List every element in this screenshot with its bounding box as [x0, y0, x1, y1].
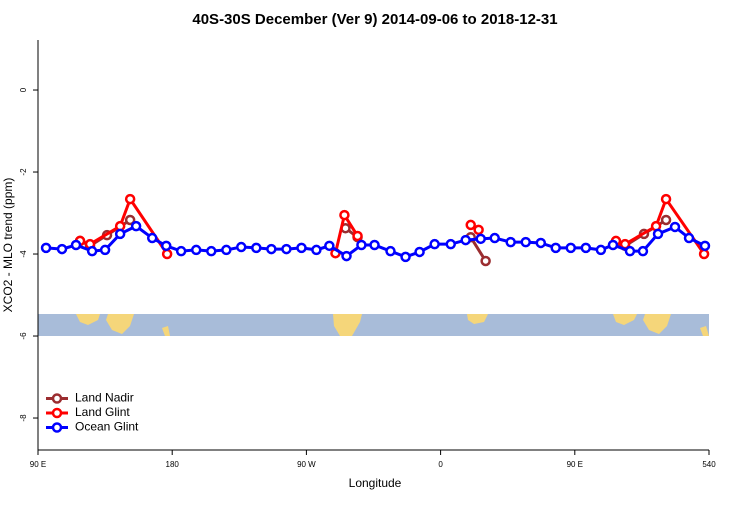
legend-label: Ocean Glint: [75, 420, 139, 434]
point: [669, 221, 681, 233]
legend-label: Land Nadir: [75, 391, 134, 405]
map-strip: [38, 314, 709, 336]
y-tick-label: -6: [19, 332, 28, 340]
point: [520, 236, 531, 248]
point: [86, 245, 98, 257]
point: [296, 242, 307, 254]
legend-swatch: [51, 422, 63, 433]
point: [190, 244, 202, 256]
point: [637, 245, 649, 257]
point: [699, 240, 711, 252]
point: [311, 244, 322, 256]
y-tick-label: -4: [19, 250, 28, 258]
point: [175, 245, 187, 257]
point: [385, 245, 396, 257]
point: [652, 228, 664, 240]
point: [352, 230, 363, 242]
point: [130, 220, 142, 232]
point: [124, 214, 136, 226]
point: [660, 214, 672, 226]
point: [251, 242, 262, 254]
point: [356, 239, 367, 251]
point: [683, 232, 695, 244]
point: [607, 239, 619, 251]
point: [99, 244, 111, 256]
x-axis-label: Longitude: [349, 476, 402, 490]
x-tick-label: 0: [438, 460, 443, 469]
point: [580, 242, 592, 254]
x-tick-label: 90 E: [567, 460, 583, 469]
point: [475, 233, 486, 245]
point: [146, 232, 158, 244]
point: [480, 255, 491, 267]
point: [281, 243, 292, 255]
point: [160, 240, 172, 252]
x-tick-label: 90 E: [30, 460, 46, 469]
point: [114, 228, 126, 240]
legend-swatch: [51, 407, 63, 419]
point: [235, 241, 247, 253]
point: [698, 248, 710, 260]
chart-title: 40S-30S December (Ver 9) 2014-09-06 to 2…: [192, 11, 557, 28]
point: [70, 239, 82, 251]
point: [161, 248, 173, 260]
point: [624, 245, 636, 257]
point: [206, 245, 217, 257]
point: [266, 243, 277, 255]
point: [489, 232, 500, 244]
legend-swatch: [51, 393, 63, 404]
point: [595, 244, 607, 256]
point: [473, 224, 484, 236]
point: [40, 242, 52, 254]
point: [535, 237, 547, 249]
y-tick-label: -2: [19, 168, 28, 176]
point: [460, 234, 471, 246]
point: [660, 193, 672, 205]
x-tick-label: 180: [166, 460, 180, 469]
point: [465, 219, 476, 231]
y-tick-label: 0: [19, 87, 28, 92]
point: [124, 193, 136, 205]
point: [429, 238, 440, 250]
point: [341, 250, 352, 262]
point: [400, 251, 411, 263]
y-axis-label: XCO2 - MLO trend (ppm): [1, 178, 15, 313]
point: [550, 242, 561, 254]
x-tick-label: 540: [702, 460, 716, 469]
point: [414, 246, 425, 258]
point: [505, 236, 516, 248]
point: [369, 239, 380, 251]
point: [565, 242, 577, 254]
y-tick-label: -8: [19, 414, 28, 422]
point: [324, 240, 335, 252]
x-tick-label: 90 W: [297, 460, 316, 469]
point: [221, 244, 232, 256]
point: [56, 243, 68, 255]
point: [445, 238, 456, 250]
point: [339, 209, 350, 221]
legend-label: Land Glint: [75, 405, 130, 419]
